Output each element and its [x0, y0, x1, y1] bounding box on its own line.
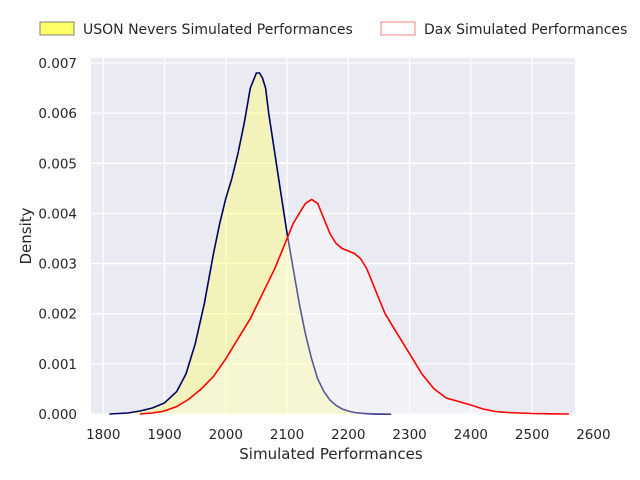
x-tick-label: 2100: [270, 427, 304, 443]
series-line-uson: [109, 72, 392, 415]
x-tick-label: 1800: [86, 427, 120, 443]
x-tick-label: 2000: [209, 427, 243, 443]
series-area-uson: [109, 73, 392, 414]
y-tick-label: 0.005: [38, 156, 77, 172]
series-area-dax: [140, 199, 569, 414]
legend: USON Nevers Simulated Performances Dax S…: [39, 21, 627, 38]
series-layer: [109, 72, 569, 415]
series-line-dax: [139, 198, 569, 415]
legend-label-dax: Dax Simulated Performances: [424, 22, 627, 38]
x-tick-label: 2200: [331, 427, 365, 443]
x-tick-label: 2300: [392, 427, 426, 443]
y-tick-label: 0.001: [38, 357, 77, 373]
x-tick-label: 1900: [147, 427, 181, 443]
legend-label-uson: USON Nevers Simulated Performances: [83, 22, 353, 38]
legend-swatch-uson: [39, 21, 75, 36]
y-tick-label: 0.006: [38, 106, 77, 122]
y-tick-label: 0.003: [38, 257, 77, 273]
x-tick-label: 2500: [515, 427, 549, 443]
x-tick-labels: 1800 1900 2000 2100 2200 2300 2400 2500 2600: [86, 427, 610, 443]
y-tick-label: 0.007: [38, 56, 77, 72]
y-tick-label: 0.002: [38, 307, 77, 323]
y-tick-label: 0.000: [38, 407, 77, 423]
x-tick-label: 2600: [576, 427, 610, 443]
legend-swatch-dax: [380, 21, 416, 36]
y-tick-label: 0.004: [38, 206, 77, 222]
y-tick-labels: 0.000 0.001 0.002 0.003 0.004 0.005 0.006 0.007: [38, 56, 77, 423]
x-axis-label: Simulated Performances: [239, 445, 423, 463]
x-tick-label: 2400: [454, 427, 488, 443]
plot-background: [91, 58, 575, 414]
y-axis-label: Density: [17, 207, 35, 264]
grid-lines: [91, 58, 575, 415]
